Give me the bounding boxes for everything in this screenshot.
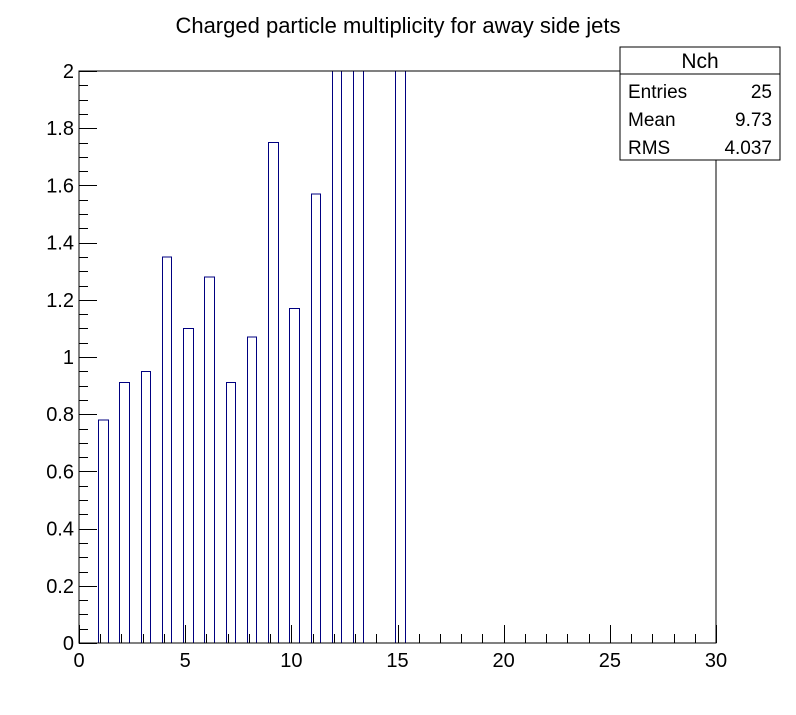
histogram-bar (247, 336, 257, 644)
y-tick-label: 1.2 (46, 290, 74, 312)
stats-rms-label: RMS (628, 138, 670, 159)
histogram-bar (268, 142, 279, 644)
stats-entries-label: Entries (628, 82, 687, 103)
y-axis-ticks: 0 0.2 0.4 0.6 0.8 1 1.2 1.4 1.6 1.8 2 (46, 61, 97, 655)
y-tick-label: 0.8 (46, 404, 74, 426)
y-tick-label: 0.2 (46, 576, 74, 598)
stats-box-frame (619, 46, 781, 161)
x-tick-label: 30 (705, 650, 727, 672)
y-tick-label: 1.6 (46, 175, 74, 197)
chart-title: Charged particle multiplicity for away s… (175, 13, 620, 38)
stats-mean-value: 9.73 (735, 110, 772, 131)
stats-rms-value: 4.037 (724, 138, 772, 159)
y-tick-label: 0.4 (46, 519, 74, 541)
y-tick-label: 0 (63, 633, 74, 655)
histogram-bar (311, 193, 321, 644)
stats-box-name: Nch (681, 50, 718, 73)
histogram-bar (204, 276, 215, 644)
y-tick-label: 1 (63, 347, 74, 369)
histogram-bar (183, 327, 194, 644)
y-tick-label: 0.6 (46, 461, 74, 483)
stats-box: Nch Entries 25 Mean 9.73 RMS 4.037 (619, 46, 781, 161)
x-tick-label: 10 (280, 650, 302, 672)
bars-group (98, 70, 406, 644)
histogram-bar (141, 370, 151, 644)
y-tick-label: 1.4 (46, 233, 74, 255)
plot-frame (78, 70, 717, 644)
histogram-bar (395, 70, 406, 644)
histogram-bar (98, 419, 109, 644)
x-tick-label: 5 (180, 650, 191, 672)
x-tick-label: 15 (386, 650, 408, 672)
x-tick-label: 25 (599, 650, 621, 672)
y-tick-label: 1.8 (46, 118, 74, 140)
stats-mean-label: Mean (628, 110, 676, 131)
histogram-bar (353, 70, 364, 644)
histogram-bar (289, 307, 300, 644)
y-tick-label: 2 (63, 61, 74, 83)
x-axis-ticks: 0 5 10 15 20 25 30 (73, 625, 727, 672)
x-tick-label: 20 (493, 650, 515, 672)
histogram-bar (226, 382, 236, 644)
x-tick-label: 0 (73, 650, 84, 672)
stats-entries-value: 25 (751, 82, 772, 103)
histogram-bar (119, 382, 130, 644)
histogram-bar (332, 70, 342, 644)
histogram-bar (162, 256, 172, 644)
